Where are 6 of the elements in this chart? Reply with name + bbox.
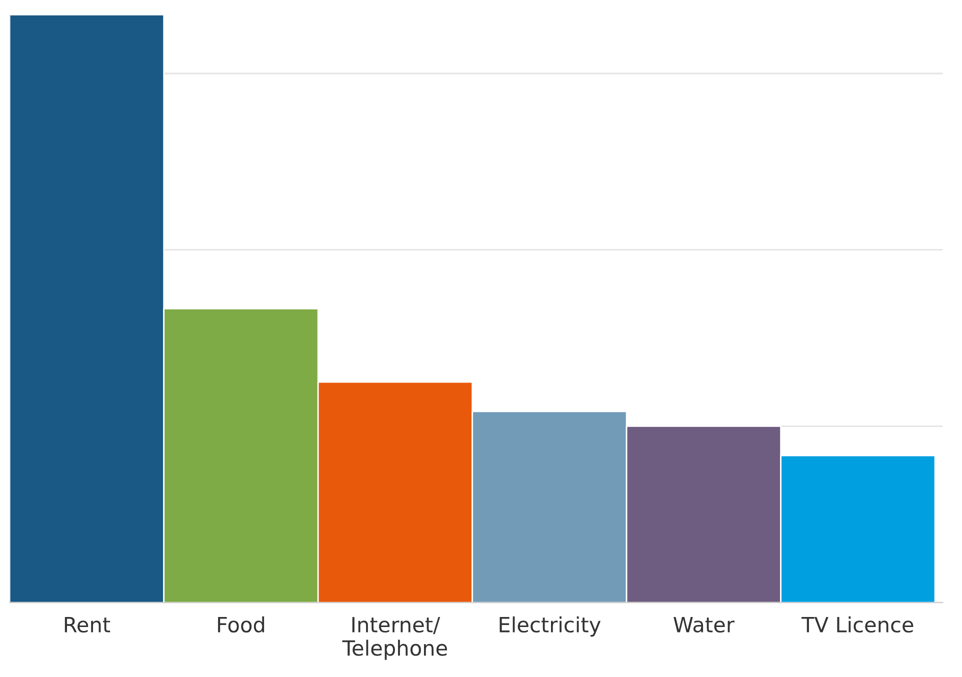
x-tick-label: Food: [218, 616, 264, 633]
x-tick-label: Water: [674, 617, 734, 633]
x-tick-label: Internet/Telephone: [342, 617, 448, 660]
x-tick-label: TV Licence: [801, 616, 914, 633]
x-tick-label: Electricity: [500, 616, 601, 637]
x-tick-label: Rent: [64, 617, 110, 633]
